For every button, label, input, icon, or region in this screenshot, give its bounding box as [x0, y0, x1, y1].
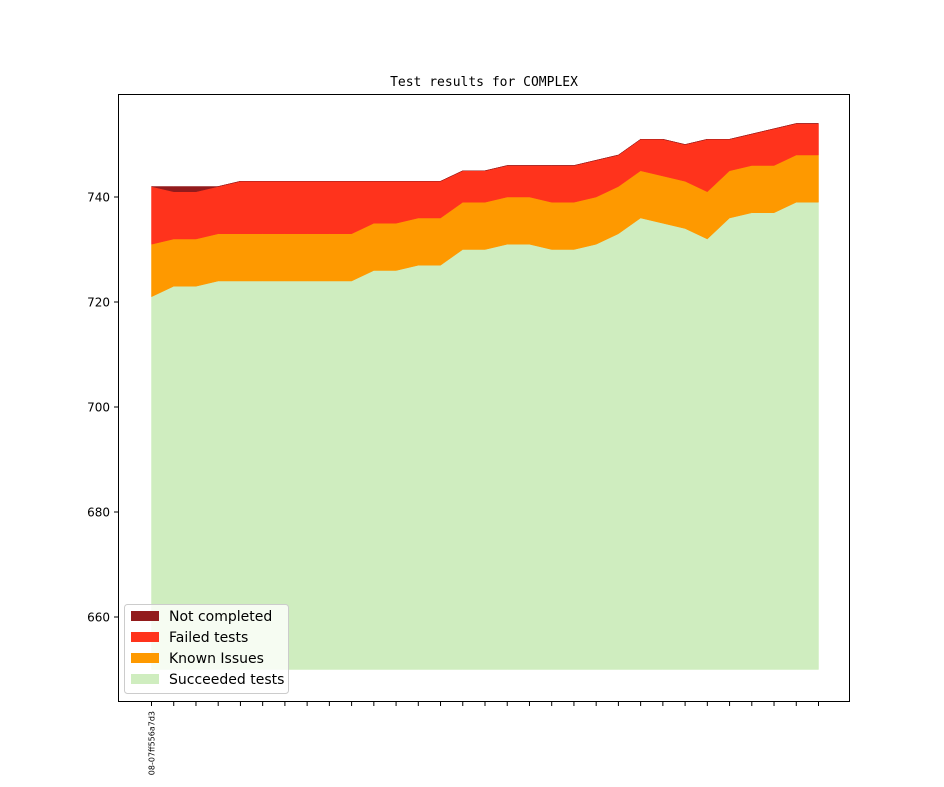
legend-swatch	[131, 674, 159, 684]
legend-swatch	[131, 611, 159, 621]
legend-box	[124, 604, 289, 694]
legend-label: Not completed	[169, 609, 272, 625]
area-not-completed	[151, 123, 819, 192]
legend-label: Succeeded tests	[169, 672, 284, 688]
y-tick-label: 740	[87, 191, 110, 205]
legend: Not completed Failed tests Known Issues Suc…	[124, 604, 289, 694]
y-tick-label: 660	[87, 611, 110, 625]
x-axis: 08-07ff556a7d3	[148, 701, 819, 775]
area-layers	[151, 123, 819, 670]
chart-title: Test results for COMPLEX	[390, 75, 578, 90]
y-axis: 660 680 700 720 740	[87, 191, 119, 625]
plot-frame	[118, 94, 850, 702]
legend-swatch	[131, 653, 159, 663]
legend-label: Failed tests	[169, 630, 248, 646]
y-tick-label: 680	[87, 506, 110, 520]
legend-swatch	[131, 632, 159, 642]
y-tick-label: 700	[87, 401, 110, 415]
legend-label: Known Issues	[169, 651, 264, 667]
y-tick-label: 720	[87, 296, 110, 310]
x-tick-label: 08-07ff556a7d3	[148, 711, 157, 775]
